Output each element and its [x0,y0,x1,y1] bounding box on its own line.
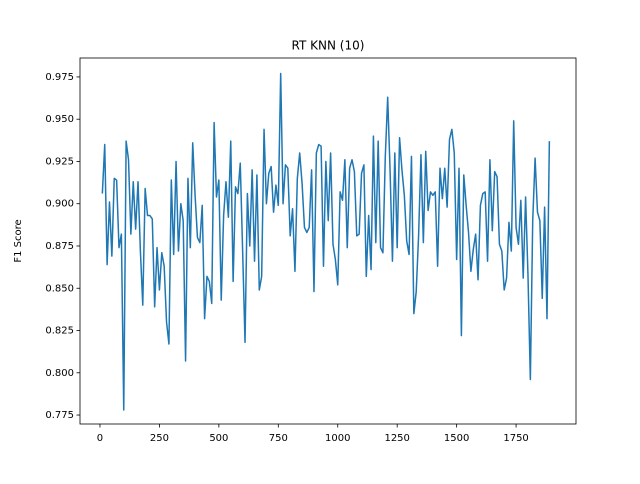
x-tick-label: 500 [209,433,228,444]
y-tick-label: 0.825 [45,326,74,337]
x-tick-label: 0 [97,433,103,444]
plot-frame [79,57,577,425]
y-tick-label: 0.950 [45,114,74,125]
y-tick-label: 0.975 [45,72,74,83]
x-tick-label: 1000 [325,433,350,444]
y-tick-label: 0.775 [45,410,74,421]
x-tick-label: 1500 [444,433,469,444]
x-tick-label: 1250 [384,433,409,444]
y-axis-label: F1 Score [13,219,24,262]
y-tick-label: 0.850 [45,283,74,294]
chart-title: RT KNN (10) [292,39,365,53]
x-tick-label: 1750 [503,433,528,444]
y-tick-label: 0.800 [45,368,74,379]
x-tick-label: 250 [150,433,169,444]
line [101,72,551,411]
x-tick-label: 750 [269,433,288,444]
y-tick-label: 0.900 [45,199,74,210]
y-tick-label: 0.925 [45,156,74,167]
y-tick-label: 0.875 [45,241,74,252]
